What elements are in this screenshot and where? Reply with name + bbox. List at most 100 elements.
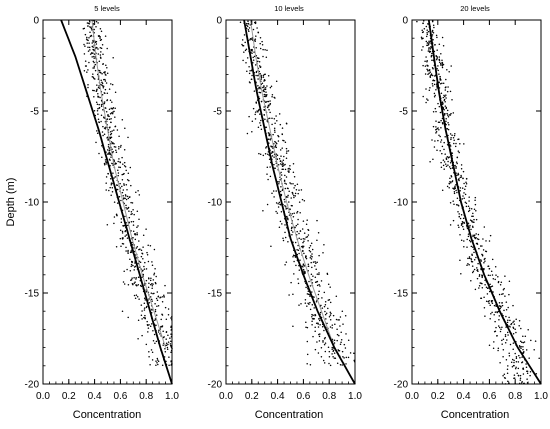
scatter-point	[269, 86, 272, 89]
scatter-point	[257, 74, 259, 77]
scatter-point	[95, 20, 98, 23]
scatter-point	[144, 314, 146, 317]
scatter-point	[140, 255, 143, 258]
scatter-point	[507, 365, 509, 367]
scatter-point	[108, 115, 110, 118]
scatter-point	[453, 203, 455, 205]
scatter-point	[435, 132, 437, 134]
scatter-point	[495, 274, 497, 276]
scatter-point	[303, 252, 305, 255]
scatter-point	[522, 373, 525, 375]
scatter-point	[427, 43, 430, 46]
scatter-point	[324, 342, 327, 344]
scatter-point	[311, 320, 313, 322]
scatter-point	[122, 281, 125, 283]
scatter-point	[489, 304, 491, 306]
scatter-point	[110, 132, 113, 135]
scatter-point	[267, 106, 269, 109]
scatter-point	[497, 349, 499, 352]
scatter-point	[517, 361, 520, 363]
scatter-point	[241, 39, 244, 41]
scatter-point	[106, 67, 108, 69]
scatter-point	[462, 195, 464, 197]
scatter-point	[145, 291, 148, 293]
scatter-point	[83, 43, 85, 46]
scatter-point	[428, 46, 430, 49]
scatter-point	[426, 31, 428, 34]
scatter-point	[98, 85, 100, 87]
scatter-point	[131, 241, 133, 244]
scatter-point	[443, 148, 445, 151]
scatter-point	[423, 28, 426, 30]
scatter-point	[241, 43, 243, 46]
scatter-point	[293, 196, 295, 199]
scatter-point	[91, 75, 94, 78]
scatter-point	[279, 203, 281, 205]
scatter-point	[447, 116, 450, 118]
scatter-point	[463, 246, 465, 248]
scatter-point	[93, 53, 96, 55]
scatter-point	[421, 37, 423, 40]
scatter-point	[506, 321, 509, 324]
scatter-point	[456, 191, 458, 194]
scatter-point	[335, 318, 338, 321]
scatter-point	[440, 92, 443, 94]
scatter-point	[274, 140, 276, 143]
model-curve	[427, 19, 542, 385]
scatter-point	[246, 132, 249, 135]
scatter-point	[257, 78, 259, 80]
scatter-point	[158, 329, 160, 332]
scatter-point	[440, 119, 442, 122]
scatter-point	[113, 201, 116, 203]
scatter-point	[106, 136, 109, 139]
scatter-point	[333, 342, 336, 344]
scatter-point	[316, 284, 319, 287]
scatter-point	[127, 197, 130, 200]
scatter-point	[342, 356, 344, 358]
scatter-point	[511, 365, 514, 368]
scatter-point	[151, 300, 153, 302]
scatter-point	[448, 114, 451, 116]
scatter-point	[157, 331, 160, 333]
scatter-point	[304, 302, 307, 304]
scatter-point	[103, 78, 105, 81]
scatter-point	[517, 374, 520, 377]
scatter-point	[106, 118, 109, 120]
scatter-point	[120, 245, 122, 247]
scatter-point	[312, 275, 314, 277]
scatter-point	[245, 61, 247, 64]
scatter-point	[303, 240, 305, 242]
scatter-point	[429, 71, 432, 73]
scatter-point	[519, 377, 522, 380]
scatter-point	[456, 174, 458, 176]
scatter-point	[108, 151, 110, 153]
scatter-point	[243, 34, 246, 36]
scatter-point	[104, 159, 107, 161]
scatter-point	[119, 182, 121, 185]
scatter-point	[256, 27, 258, 29]
scatter-point	[304, 272, 306, 274]
scatter-point	[307, 240, 309, 242]
scatter-point	[514, 328, 516, 330]
scatter-point	[494, 320, 496, 323]
scatter-point	[513, 364, 515, 367]
scatter-point	[93, 110, 96, 112]
scatter-point	[450, 181, 452, 184]
scatter-point	[281, 163, 283, 166]
scatter-point	[461, 187, 464, 189]
scatter-point	[293, 175, 296, 178]
scatter-point	[302, 238, 305, 240]
y-tick-label: -15	[25, 289, 40, 300]
scatter-point	[243, 51, 245, 53]
scatter-point	[333, 339, 336, 342]
scatter-point	[284, 224, 286, 226]
scatter-point	[128, 179, 130, 182]
scatter-point	[101, 73, 103, 75]
scatter-point	[122, 195, 124, 197]
scatter-point	[502, 338, 505, 341]
scatter-point	[422, 64, 424, 67]
scatter-point	[253, 90, 256, 92]
panel-title: 10 levels	[274, 4, 304, 13]
scatter-point	[265, 145, 268, 148]
scatter-point	[143, 307, 146, 309]
